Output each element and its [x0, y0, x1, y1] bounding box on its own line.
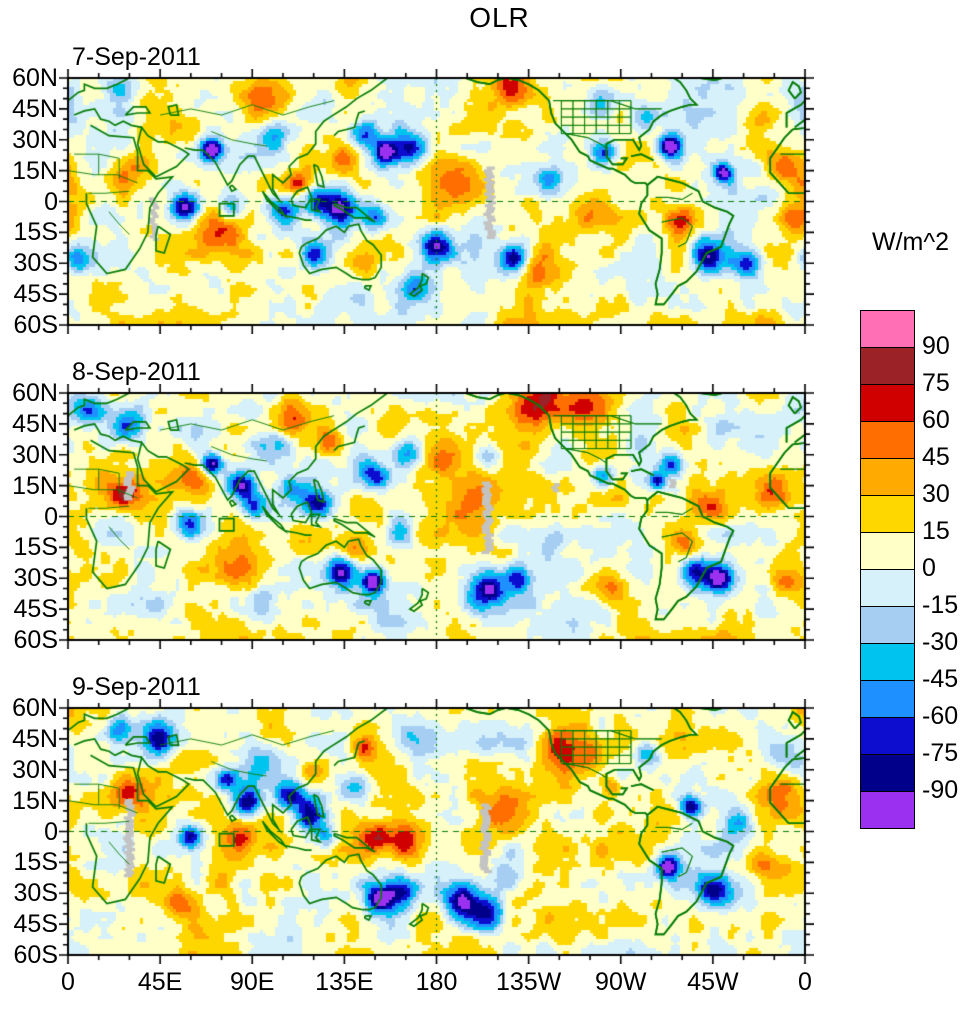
lon-tick-label: 0	[61, 968, 75, 996]
lon-tick-label: 135W	[495, 968, 562, 996]
colorbar	[860, 310, 915, 829]
lon-tick-label: 45W	[687, 968, 739, 996]
lat-tick-label: 30S	[13, 564, 58, 593]
colorbar-cell	[861, 681, 914, 718]
lat-tick-label: 30N	[12, 125, 58, 154]
lon-tick-label: 135E	[315, 968, 374, 996]
lat-tick-label: 45S	[13, 280, 58, 309]
lat-tick-label: 60S	[13, 941, 58, 969]
colorbar-tick-label: 60	[922, 406, 950, 434]
colorbar-tick-label: 30	[922, 480, 950, 508]
map-panel-canvas	[59, 69, 814, 334]
colorbar-cell	[861, 607, 914, 644]
lat-tick-label: 60N	[12, 379, 58, 407]
colorbar-tick-label: -45	[922, 665, 959, 693]
colorbar-tick-label: 0	[922, 554, 936, 582]
colorbar-cell	[861, 718, 914, 755]
lon-tick-label: 180	[415, 968, 458, 996]
colorbar-cell	[861, 496, 914, 533]
colorbar-cell	[861, 422, 914, 459]
lat-tick-label: 0	[44, 502, 58, 531]
colorbar-tick-label: 15	[922, 517, 950, 545]
lat-tick-label: 15S	[13, 533, 58, 562]
lat-tick-label: 45N	[12, 724, 58, 753]
colorbar-tick-label: -60	[922, 702, 959, 730]
lat-tick-label: 30N	[12, 755, 58, 784]
lat-tick-label: 60S	[13, 626, 58, 654]
colorbar-tick-label: 90	[922, 332, 950, 360]
colorbar-cell	[861, 792, 914, 828]
map-panel-canvas	[59, 699, 814, 964]
lon-tick-label: 90W	[595, 968, 647, 996]
colorbar-tick-label: -90	[922, 776, 959, 804]
figure-title: OLR	[469, 2, 530, 33]
lat-tick-label: 15N	[12, 471, 58, 500]
panel-date-label: 9-Sep-2011	[72, 673, 201, 701]
lat-tick-label: 45S	[13, 910, 58, 939]
panel-date-label: 7-Sep-2011	[72, 43, 201, 71]
lat-tick-label: 30N	[12, 440, 58, 469]
lat-tick-label: 30S	[13, 879, 58, 908]
lat-tick-label: 15S	[13, 848, 58, 877]
lon-tick-label: 90E	[230, 968, 275, 996]
panel-date-label: 8-Sep-2011	[72, 358, 201, 386]
colorbar-cell	[861, 755, 914, 792]
colorbar-tick-label: -75	[922, 739, 959, 767]
lat-tick-label: 30S	[13, 249, 58, 278]
lat-tick-label: 60N	[12, 64, 58, 92]
lat-tick-label: 0	[44, 817, 58, 846]
colorbar-tick-label: -30	[922, 628, 959, 656]
lon-tick-label: 0	[798, 968, 812, 996]
lat-tick-label: 15N	[12, 786, 58, 815]
colorbar-cell	[861, 385, 914, 422]
lat-tick-label: 15N	[12, 156, 58, 185]
lat-tick-label: 45N	[12, 94, 58, 123]
colorbar-cell	[861, 311, 914, 348]
colorbar-tick-label: 45	[922, 443, 950, 471]
colorbar-units-label: W/m^2	[871, 228, 949, 256]
lat-tick-label: 60S	[13, 311, 58, 339]
colorbar-cell	[861, 533, 914, 570]
colorbar-tick-label: 75	[922, 369, 950, 397]
colorbar-cell	[861, 348, 914, 385]
colorbar-tick-label: -15	[922, 591, 959, 619]
lat-tick-label: 60N	[12, 694, 58, 722]
lat-tick-label: 45N	[12, 409, 58, 438]
colorbar-cell	[861, 570, 914, 607]
lat-tick-label: 15S	[13, 218, 58, 247]
lon-tick-label: 45E	[137, 968, 183, 996]
map-panel-canvas	[59, 384, 814, 649]
lat-tick-label: 45S	[13, 595, 58, 624]
colorbar-cell	[861, 459, 914, 496]
lat-tick-label: 0	[44, 187, 58, 216]
colorbar-cell	[861, 644, 914, 681]
